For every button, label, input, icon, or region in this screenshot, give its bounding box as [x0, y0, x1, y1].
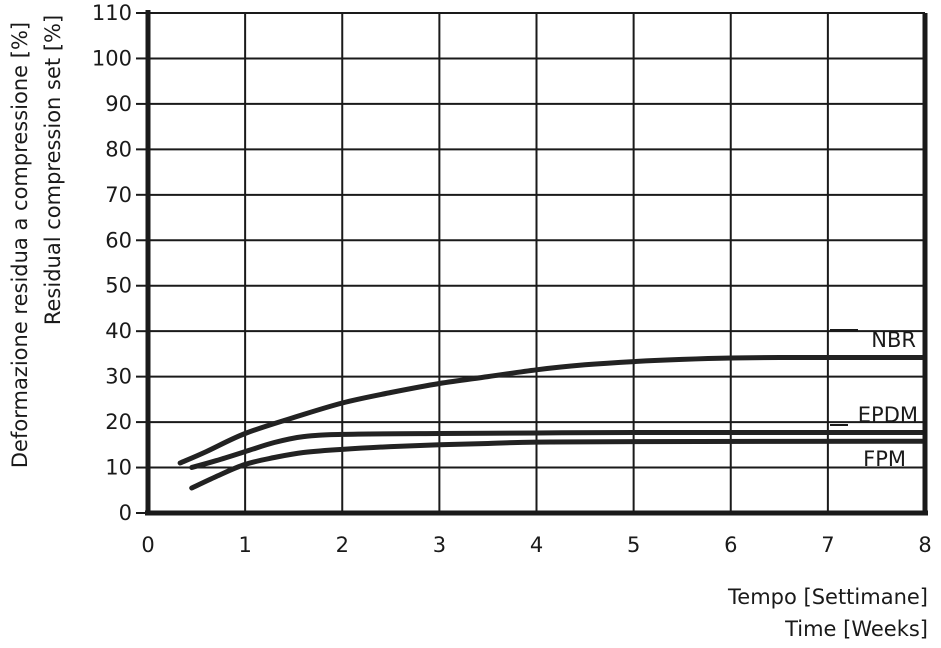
series-line-fpm	[189, 438, 928, 491]
series-label-nbr: NBR	[871, 328, 916, 352]
series-line-epdm	[189, 429, 928, 470]
y-tick-label-60: 60	[105, 228, 132, 252]
y-tick-label-20: 20	[105, 410, 132, 434]
x-tick-label-2: 2	[336, 533, 349, 557]
grid	[136, 12, 925, 514]
series-label-fpm: FPM	[863, 447, 906, 471]
x-tick-label-3: 3	[433, 533, 446, 557]
y-tick-label-0: 0	[119, 501, 132, 525]
series-curves	[177, 354, 928, 491]
x-tick-label-0: 0	[141, 533, 154, 557]
y-tick-label-80: 80	[105, 137, 132, 161]
series-labels: NBR EPDM FPM	[830, 328, 918, 471]
series-label-epdm: EPDM	[858, 403, 918, 427]
x-tick-label-1: 1	[238, 533, 251, 557]
plot-frame	[145, 10, 928, 516]
x-tick-label-4: 4	[530, 533, 543, 557]
y-tick-label-100: 100	[92, 46, 132, 70]
y-axis-title-line-2: Residual compression set [%]	[41, 15, 65, 325]
x-tick-label-8: 8	[918, 533, 931, 557]
x-tick-label-6: 6	[724, 533, 737, 557]
x-tick-label-7: 7	[821, 533, 834, 557]
y-tick-label-40: 40	[105, 319, 132, 343]
x-axis-title-line-2: Time [Weeks]	[784, 617, 928, 641]
y-tick-label-110: 110	[92, 1, 132, 25]
y-tick-label-10: 10	[105, 456, 132, 480]
y-tick-label-30: 30	[105, 365, 132, 389]
y-tick-label-50: 50	[105, 274, 132, 298]
y-tick-label-90: 90	[105, 92, 132, 116]
y-axis-title-line-1: Deformazione residua a compressione [%]	[8, 22, 32, 468]
x-axis-title-line-1: Tempo [Settimane]	[727, 585, 928, 609]
y-tick-label-70: 70	[105, 183, 132, 207]
series-line-nbr	[177, 354, 928, 466]
x-tick-label-5: 5	[627, 533, 640, 557]
